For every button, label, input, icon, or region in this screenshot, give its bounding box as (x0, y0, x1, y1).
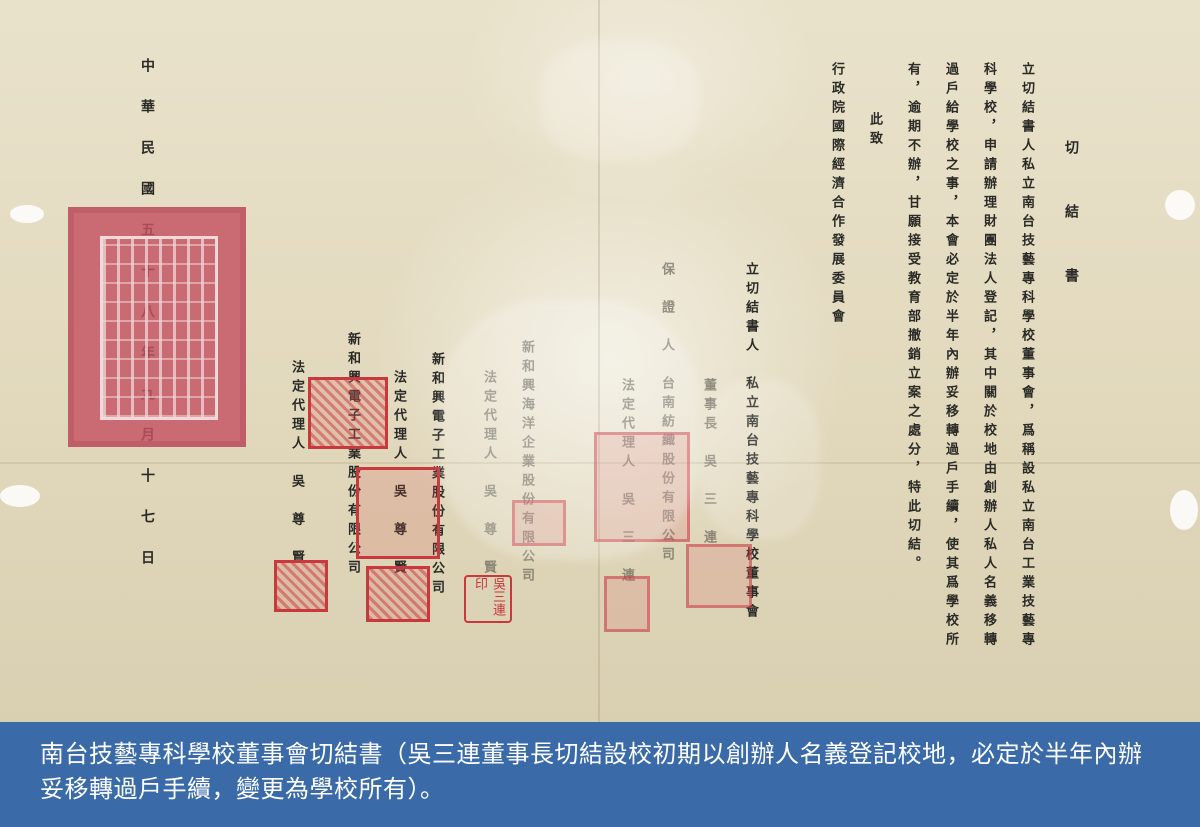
light-glare (440, 300, 700, 560)
company-seal (356, 467, 440, 559)
body-line-1: 立切結書人私立南台技藝專科學校董事會，爲稱設私立南台工業技藝專 (1019, 62, 1034, 651)
caption-text: 南台技藝專科學校董事會切結書（吳三連董事長切結設校初期以創辦人名義登記校地，必定… (40, 740, 1143, 803)
personal-seal (274, 560, 328, 612)
caption-bar: 南台技藝專科學校董事會切結書（吳三連董事長切結設校初期以創辦人名義登記校地，必定… (0, 722, 1200, 827)
paper-scuff (1170, 490, 1198, 530)
company4-representative: 法定代理人 吳 尊 賢 (289, 360, 304, 569)
paper-scuff (10, 205, 44, 223)
light-glare (540, 40, 700, 160)
salutation: 此致 (867, 112, 882, 150)
personal-seal (366, 566, 430, 622)
guarantor-representative: 法定代理人 吳 三 連 (619, 378, 634, 587)
body-line-2: 科學校，申請辦理財團法人登記，其中關於校地由創辦人私人名義移轉 (981, 62, 996, 651)
recipient: 行政院國際經濟合作發展委員會 (829, 62, 844, 328)
light-glare (700, 380, 820, 540)
document-title: 切 結 書 (1063, 140, 1079, 300)
body-line-4: 有，逾期不辦，甘願接受教育部撤銷立案之處分，特此切結。 (905, 62, 920, 575)
personal-seal (604, 576, 650, 632)
company3-representative: 法定代理人 吳 尊 賢 (391, 370, 406, 579)
personal-seal (512, 500, 566, 546)
signer-representative: 董事長 吳 三 連 (701, 378, 716, 549)
company-seal (594, 432, 690, 542)
paper-fold-vertical (598, 0, 600, 722)
paper-scuff (0, 485, 40, 507)
document-photo: 切 結 書 立切結書人私立南台技藝專科學校董事會，爲稱設私立南台工業技藝專 科學… (0, 0, 1200, 722)
company3-name: 新和興電子工業股份有限公司 (429, 352, 444, 599)
wu-san-lian-seal: 吳三連印 (464, 575, 512, 623)
official-seal-large-inner (100, 236, 218, 420)
body-line-3: 過戶給學校之事，本會必定於半年內辦妥移轉過戶手續，使其爲學校所 (943, 62, 958, 651)
company-seal (308, 377, 388, 449)
signer-label: 立切結書人 私立南台技藝專科學校董事會 (743, 262, 758, 623)
guarantor-label: 保 證 人 台南紡織股份有限公司 (659, 262, 674, 566)
company2-name: 新和興海洋企業股份有限公司 (519, 340, 534, 587)
paper-scuff (1165, 190, 1195, 220)
company2-representative: 法定代理人 吳 尊 賢 (481, 370, 496, 579)
paper-fold-horizontal (0, 462, 1200, 464)
company-seal (686, 544, 752, 608)
